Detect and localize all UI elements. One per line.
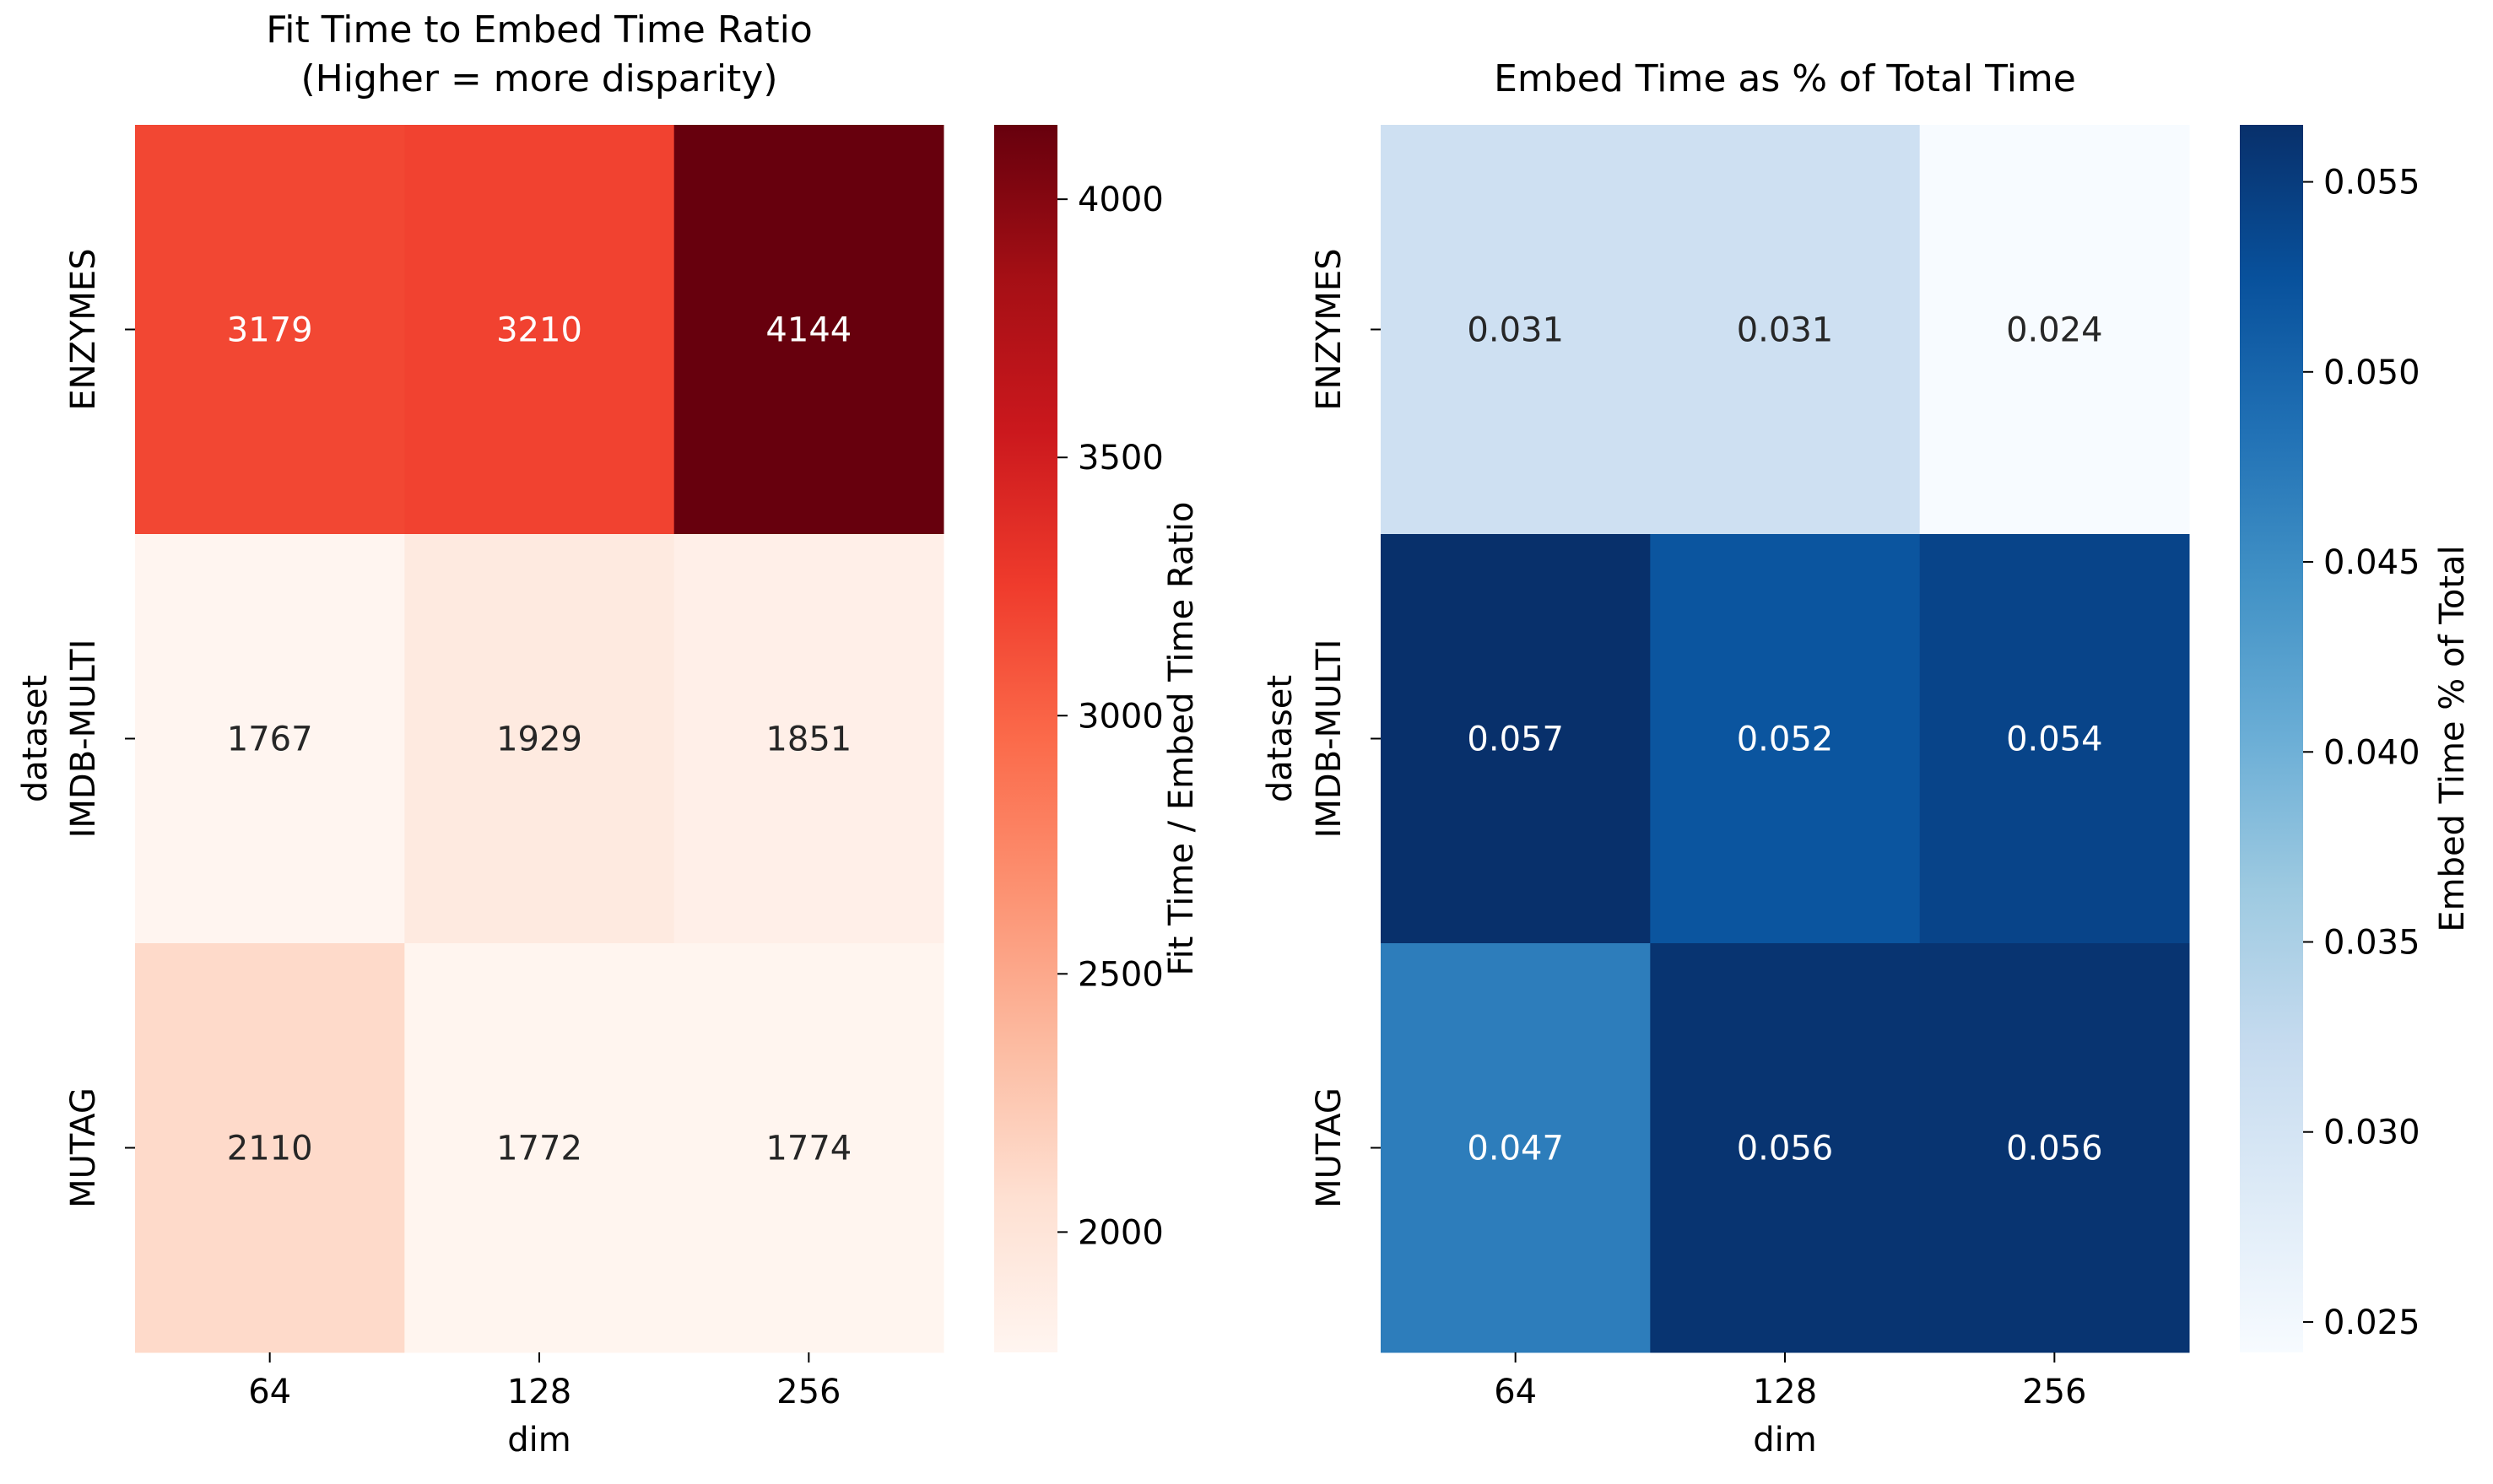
heatmap-cell bbox=[1381, 534, 1651, 944]
colorbar-tick-label: 0.025 bbox=[2323, 1303, 2420, 1342]
cell-value-label: 1929 bbox=[496, 720, 582, 759]
heatmap-cell bbox=[1650, 943, 1921, 1353]
colorbar-label: Embed Time % of Total bbox=[2433, 545, 2472, 931]
heatmap-panel-right: Embed Time as % of Total Time 0.031 0.031 0… bbox=[1261, 57, 2472, 1460]
y-tick-label: MUTAG bbox=[1310, 1087, 1349, 1208]
cell-value-label: 0.057 bbox=[1467, 720, 1564, 759]
y-axis-label: dataset bbox=[16, 675, 55, 802]
cell-value-label: 0.054 bbox=[2006, 720, 2103, 759]
colorbar-tick-label: 0.040 bbox=[2323, 733, 2420, 772]
cell-value-label: 0.056 bbox=[1737, 1130, 1834, 1168]
heatmap-cell bbox=[404, 125, 675, 535]
cell-value-label: 1767 bbox=[227, 720, 313, 759]
colorbar-tick-label: 2500 bbox=[1078, 955, 1164, 994]
cell-value-label: 0.056 bbox=[2006, 1130, 2103, 1168]
colorbar-tick-label: 0.050 bbox=[2323, 353, 2420, 392]
y-tick-label: ENZYMES bbox=[1310, 248, 1349, 410]
heatmap-cell bbox=[404, 943, 675, 1353]
cell-value-label: 1774 bbox=[765, 1130, 852, 1168]
cell-value-label: 2110 bbox=[227, 1130, 313, 1168]
y-tick-label: ENZYMES bbox=[64, 248, 103, 410]
heatmap-cell bbox=[673, 125, 944, 535]
heatmap-cell bbox=[673, 534, 944, 944]
chart-title-line-2: (Higher = more disparity) bbox=[301, 57, 778, 100]
x-tick-label: 64 bbox=[248, 1373, 291, 1411]
heatmap-cell bbox=[135, 125, 405, 535]
chart-title: Embed Time as % of Total Time bbox=[1494, 57, 2076, 100]
chart-title-line-1: Fit Time to Embed Time Ratio bbox=[266, 8, 813, 51]
cell-value-label: 0.031 bbox=[1737, 311, 1834, 350]
colorbar-label: Fit Time / Embed Time Ratio bbox=[1162, 501, 1201, 975]
cell-value-label: 0.052 bbox=[1737, 720, 1834, 759]
colorbar-tick-label: 3500 bbox=[1078, 439, 1164, 478]
heatmap-cell bbox=[673, 943, 944, 1353]
x-tick-label: 64 bbox=[1494, 1373, 1537, 1411]
heatmap-cell bbox=[1381, 943, 1651, 1353]
x-tick-label: 128 bbox=[507, 1373, 571, 1411]
x-axis-label: dim bbox=[507, 1421, 571, 1460]
y-tick-label: IMDB-MULTI bbox=[1310, 639, 1349, 839]
x-tick-label: 256 bbox=[2022, 1373, 2086, 1411]
heatmap-cell bbox=[404, 534, 675, 944]
colorbar-tick-label: 0.055 bbox=[2323, 164, 2420, 202]
colorbar-tick-label: 0.030 bbox=[2323, 1114, 2420, 1152]
cell-value-label: 4144 bbox=[765, 311, 852, 350]
heatmap-cell bbox=[1650, 534, 1921, 944]
colorbar-tick-label: 3000 bbox=[1078, 697, 1164, 736]
cell-value-label: 0.047 bbox=[1467, 1130, 1564, 1168]
colorbar-tick-label: 4000 bbox=[1078, 181, 1164, 219]
y-tick-label: IMDB-MULTI bbox=[64, 639, 103, 839]
x-tick-label: 256 bbox=[776, 1373, 841, 1411]
cell-value-label: 3210 bbox=[496, 311, 582, 350]
heatmap-cell bbox=[1919, 125, 2190, 535]
heatmap-cell bbox=[135, 534, 405, 944]
heatmap-cell bbox=[1919, 534, 2190, 944]
cell-value-label: 1772 bbox=[496, 1130, 582, 1168]
x-axis-label: dim bbox=[1753, 1421, 1816, 1460]
colorbar-tick-label: 0.035 bbox=[2323, 923, 2420, 962]
colorbar-tick-label: 0.045 bbox=[2323, 543, 2420, 582]
y-axis-label: dataset bbox=[1261, 675, 1300, 802]
heatmap-cell bbox=[1650, 125, 1921, 535]
heatmap-panel-left: Fit Time to Embed Time Ratio (Higher = mo… bbox=[16, 8, 1201, 1460]
heatmap-cell bbox=[1381, 125, 1651, 535]
heatmap-cell bbox=[135, 943, 405, 1353]
cell-value-label: 1851 bbox=[765, 720, 852, 759]
heatmap-cell bbox=[1919, 943, 2190, 1353]
y-tick-label: MUTAG bbox=[64, 1087, 103, 1208]
colorbar bbox=[2240, 125, 2303, 1352]
cell-value-label: 0.024 bbox=[2006, 311, 2103, 350]
cell-value-label: 0.031 bbox=[1467, 311, 1564, 350]
colorbar bbox=[994, 125, 1057, 1352]
colorbar-tick-label: 2000 bbox=[1078, 1213, 1164, 1252]
cell-value-label: 3179 bbox=[227, 311, 313, 350]
x-tick-label: 128 bbox=[1753, 1373, 1817, 1411]
